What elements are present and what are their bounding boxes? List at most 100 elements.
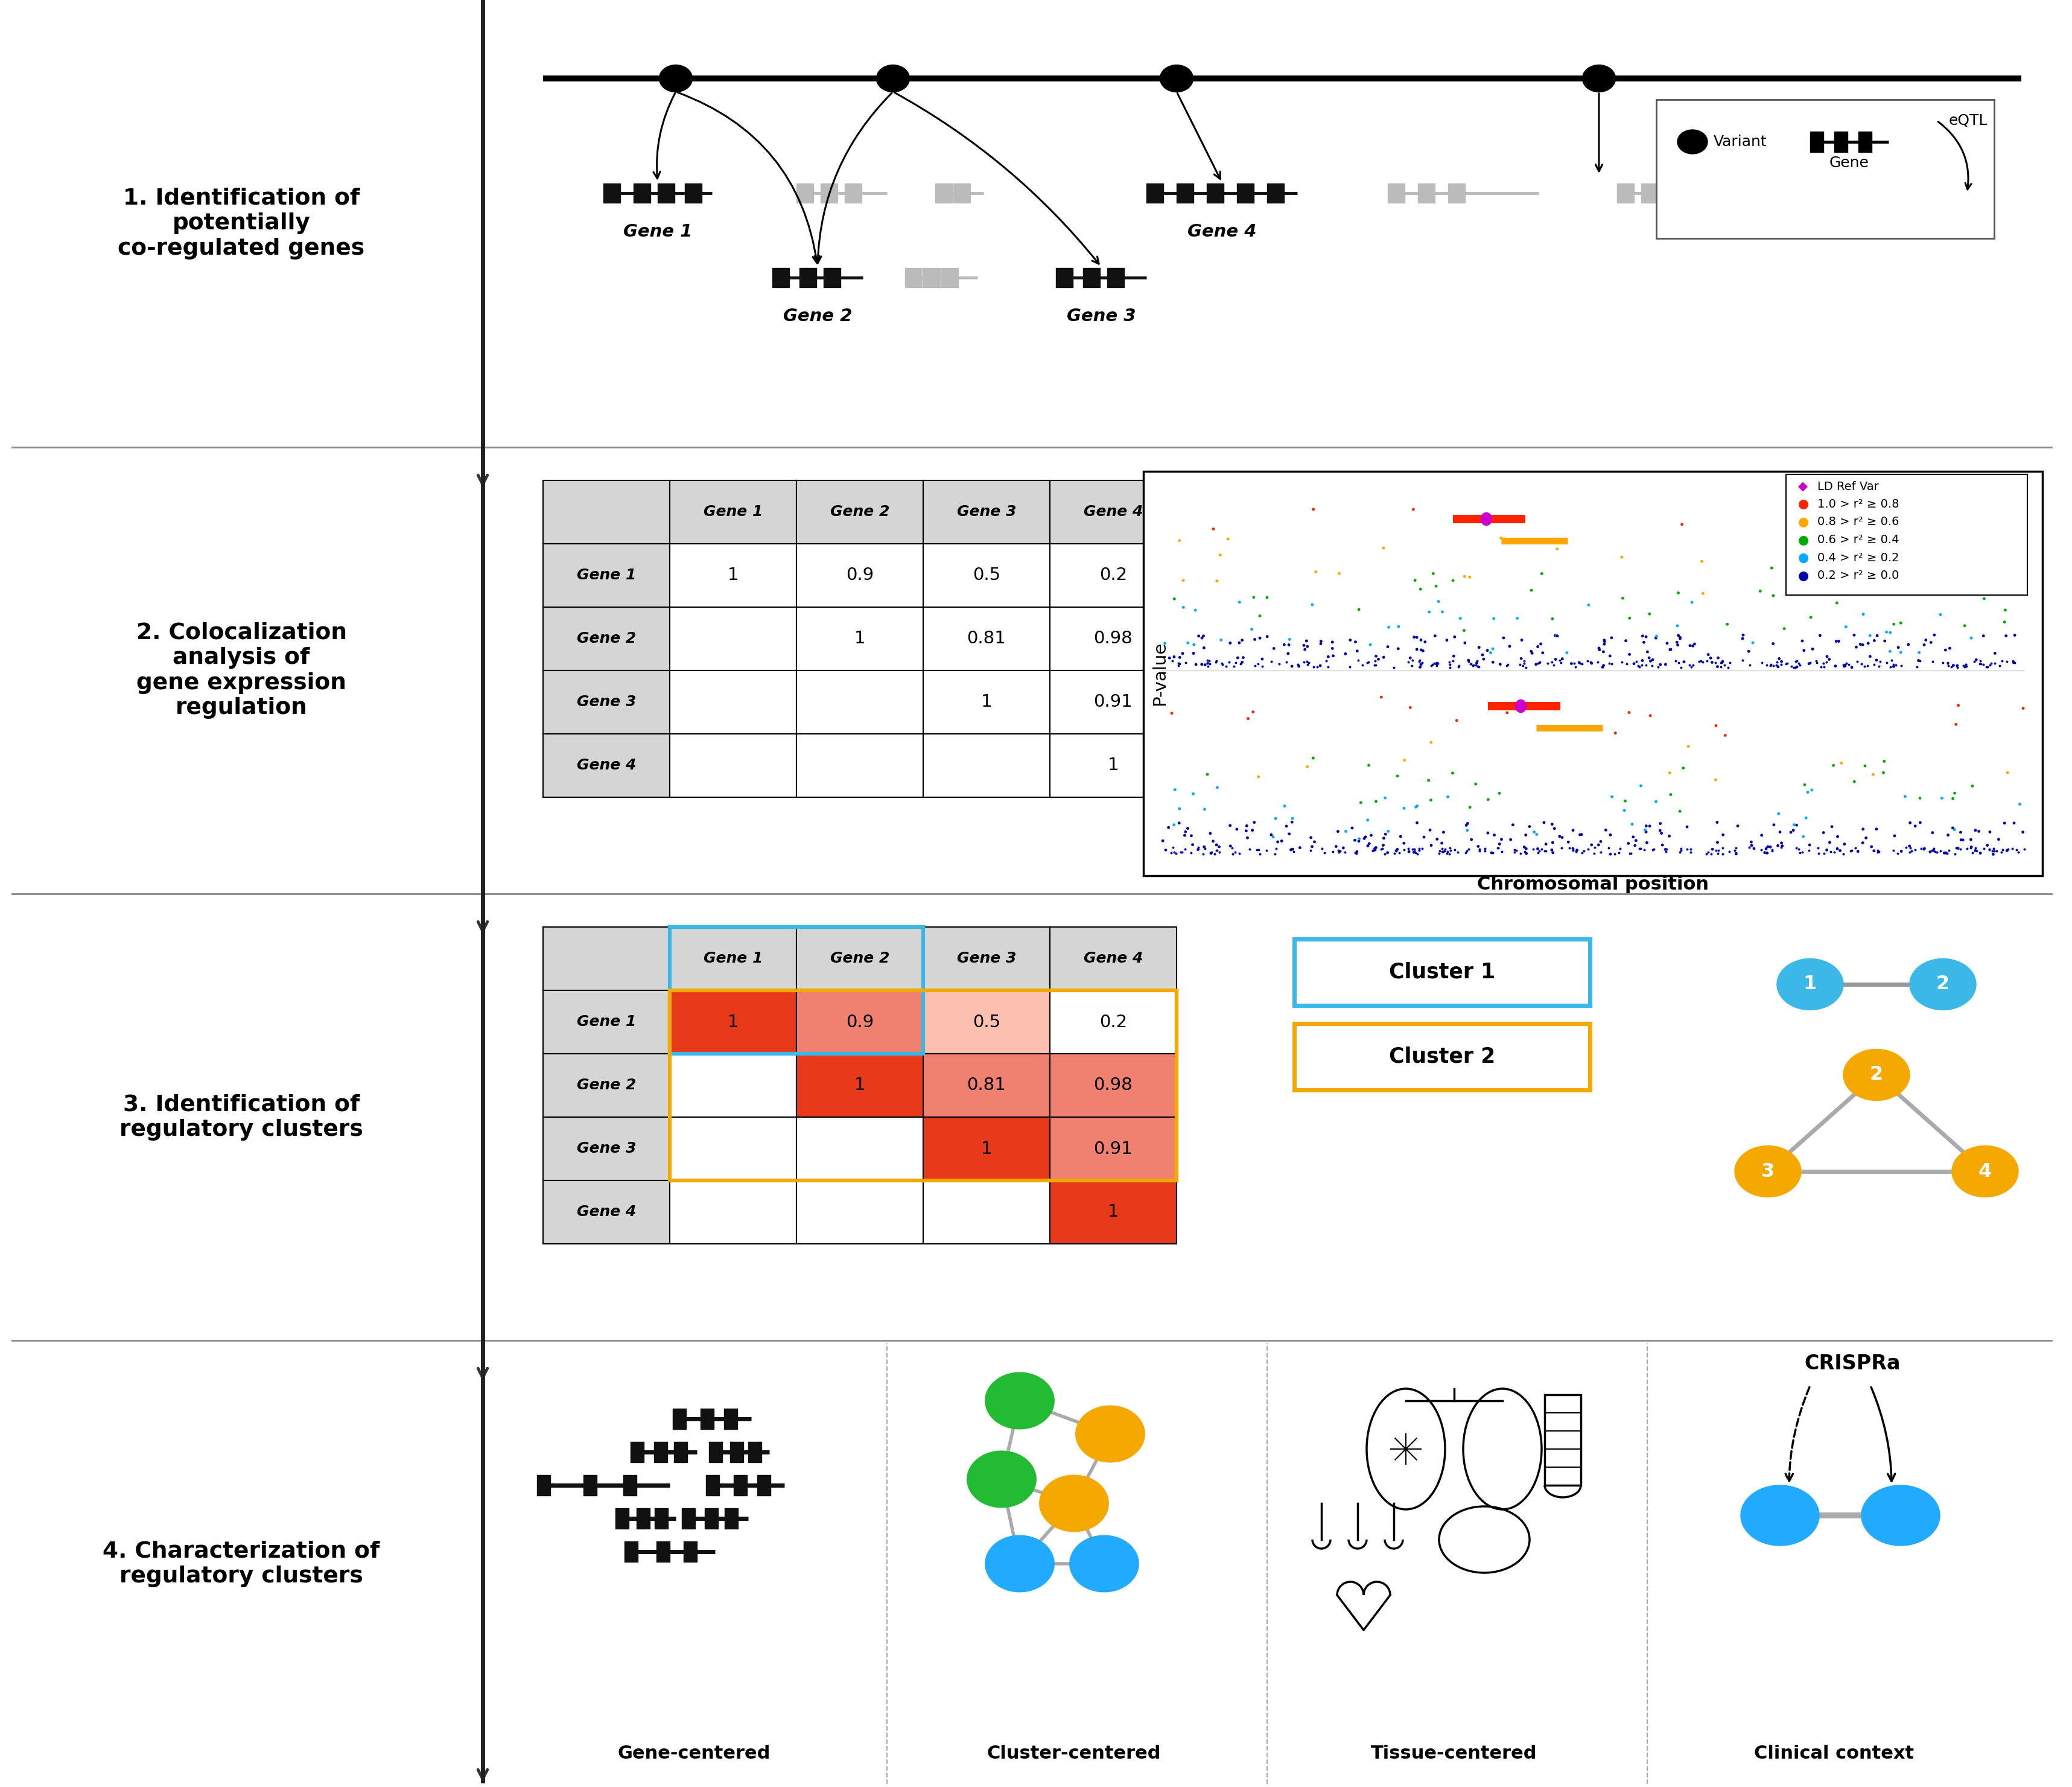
- Point: [1629, 835, 1662, 863]
- Point: [1790, 804, 1823, 833]
- Point: [1322, 559, 1355, 588]
- Point: [1950, 835, 1983, 863]
- Point: [1539, 622, 1573, 650]
- Point: [1463, 652, 1496, 681]
- Point: [1177, 779, 1210, 808]
- Point: [1821, 627, 1854, 656]
- Point: [1405, 625, 1438, 654]
- Point: [1177, 631, 1210, 659]
- Point: [1295, 590, 1328, 618]
- Point: [1886, 836, 1919, 865]
- Bar: [543, 1181, 669, 1244]
- Bar: [1641, 184, 1658, 202]
- Point: [1958, 836, 1991, 865]
- Point: [1788, 636, 1821, 665]
- Text: 0.8 > r² ≥ 0.6: 0.8 > r² ≥ 0.6: [1817, 516, 1900, 527]
- Point: [1979, 836, 2012, 865]
- Bar: [603, 184, 620, 202]
- Point: [1610, 649, 1643, 677]
- Bar: [615, 1508, 628, 1528]
- Point: [1380, 761, 1413, 790]
- Point: [1761, 831, 1794, 860]
- Point: [1908, 625, 1941, 654]
- Point: [1566, 838, 1600, 867]
- Point: [1962, 650, 1995, 679]
- Point: [1515, 636, 1548, 665]
- Bar: [1051, 1181, 1177, 1244]
- Point: [1388, 829, 1421, 858]
- Point: [1527, 808, 1560, 836]
- Point: [1755, 554, 1788, 583]
- Point: [1436, 647, 1469, 675]
- Point: [1492, 650, 1525, 679]
- Point: [1711, 609, 1745, 638]
- Point: [1886, 652, 1919, 681]
- Point: [1877, 822, 1910, 851]
- Point: [1312, 642, 1345, 670]
- Point: [1755, 836, 1788, 865]
- Text: 0.5: 0.5: [972, 566, 1001, 584]
- Point: [1426, 838, 1459, 867]
- Point: [1156, 647, 1189, 675]
- Point: [1664, 838, 1697, 867]
- Point: [1411, 767, 1444, 795]
- Point: [1359, 647, 1392, 675]
- Point: [1198, 840, 1231, 868]
- Point: [1643, 810, 1676, 838]
- Point: [1403, 835, 1436, 863]
- Point: [1463, 836, 1496, 865]
- Point: [1419, 649, 1452, 677]
- Point: [1392, 649, 1426, 677]
- Point: [1504, 838, 1537, 867]
- Point: [1185, 650, 1218, 679]
- Point: [1297, 743, 1330, 772]
- Point: [1997, 649, 2031, 677]
- Point: [1162, 525, 1196, 554]
- Point: [1575, 647, 1608, 675]
- Point: [1618, 831, 1651, 860]
- Point: [1828, 829, 1861, 858]
- Point: [1780, 647, 1813, 675]
- Point: [1152, 813, 1185, 842]
- Point: [1641, 652, 1674, 681]
- Point: [1622, 652, 1656, 681]
- Point: [1954, 833, 1987, 861]
- Bar: [657, 184, 675, 202]
- Point: [1339, 627, 1372, 656]
- Point: [1854, 833, 1888, 861]
- Point: [1726, 624, 1759, 652]
- Point: [1784, 838, 1817, 867]
- Point: [1428, 836, 1461, 865]
- Point: [1954, 835, 1987, 863]
- Point: [1649, 650, 1682, 679]
- Text: ●: ●: [1798, 552, 1809, 563]
- Point: [1759, 650, 1792, 679]
- Point: [1606, 543, 1639, 572]
- Point: [1535, 836, 1569, 865]
- Point: [1809, 647, 1842, 675]
- Point: [1231, 811, 1264, 840]
- Point: [1382, 634, 1415, 663]
- Point: [1890, 833, 1923, 861]
- Point: [1624, 835, 1658, 863]
- Point: [1484, 779, 1517, 808]
- Bar: [800, 268, 816, 288]
- Point: [1316, 642, 1349, 670]
- Text: 1: 1: [727, 566, 740, 584]
- Point: [1158, 584, 1191, 613]
- Point: [1836, 652, 1869, 681]
- Point: [1419, 650, 1452, 679]
- Point: [1813, 836, 1846, 865]
- Point: [1403, 650, 1436, 679]
- Point: [1904, 835, 1937, 863]
- Bar: [796, 734, 924, 797]
- Point: [1935, 813, 1968, 842]
- Bar: [630, 1442, 644, 1462]
- Point: [1651, 629, 1685, 658]
- Point: [1181, 835, 1214, 863]
- Point: [1239, 625, 1272, 654]
- Point: [1759, 649, 1792, 677]
- Point: [1357, 650, 1390, 679]
- Point: [1939, 840, 1973, 868]
- Point: [1608, 786, 1641, 815]
